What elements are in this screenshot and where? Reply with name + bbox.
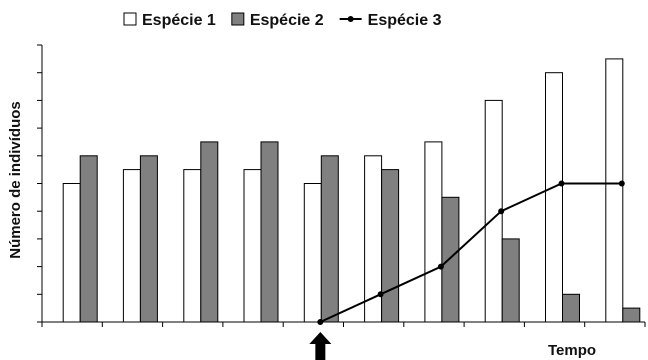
legend-label-3: Espécie 3 bbox=[368, 12, 442, 29]
legend-marker-3 bbox=[347, 16, 354, 22]
bar-s2-4 bbox=[260, 141, 279, 323]
bar-s1-10 bbox=[605, 58, 624, 323]
legend-label-1: Espécie 1 bbox=[142, 12, 216, 29]
bar-s2-8 bbox=[501, 238, 520, 323]
legend-swatch-1 bbox=[123, 12, 137, 26]
legend: Espécie 1 Espécie 2 Espécie 3 bbox=[123, 12, 442, 29]
series-line bbox=[317, 180, 625, 325]
bar-s2-5 bbox=[320, 155, 339, 323]
bar-s2-10 bbox=[622, 307, 641, 323]
bars bbox=[62, 58, 641, 323]
y-axis-label: Número de indivíduos bbox=[7, 101, 24, 259]
line-point-10 bbox=[618, 180, 625, 187]
line-point-8 bbox=[498, 208, 505, 215]
bar-s1-3 bbox=[183, 169, 202, 323]
bar-s1-1 bbox=[62, 183, 81, 323]
legend-swatch-2 bbox=[231, 12, 245, 26]
axes bbox=[37, 44, 646, 327]
x-axis-label: Tempo bbox=[548, 342, 596, 359]
bar-s2-1 bbox=[79, 155, 98, 323]
arrow-up-icon bbox=[309, 332, 332, 360]
bar-s1-7 bbox=[424, 141, 443, 323]
bar-s1-5 bbox=[303, 183, 322, 323]
line-point-6 bbox=[377, 291, 384, 298]
bar-s2-6 bbox=[381, 169, 400, 323]
annotations bbox=[309, 332, 332, 360]
bar-s2-2 bbox=[139, 155, 158, 323]
bar-s1-9 bbox=[545, 72, 563, 323]
line-point-9 bbox=[558, 180, 565, 187]
bar-s2-7 bbox=[441, 196, 460, 323]
bar-s2-9 bbox=[562, 293, 580, 323]
legend-label-2: Espécie 2 bbox=[250, 12, 324, 29]
line-point-7 bbox=[437, 263, 444, 270]
bar-s1-2 bbox=[122, 169, 141, 323]
bar-s2-3 bbox=[200, 141, 219, 323]
bar-s1-4 bbox=[243, 169, 262, 323]
series-line-1 bbox=[319, 182, 622, 323]
